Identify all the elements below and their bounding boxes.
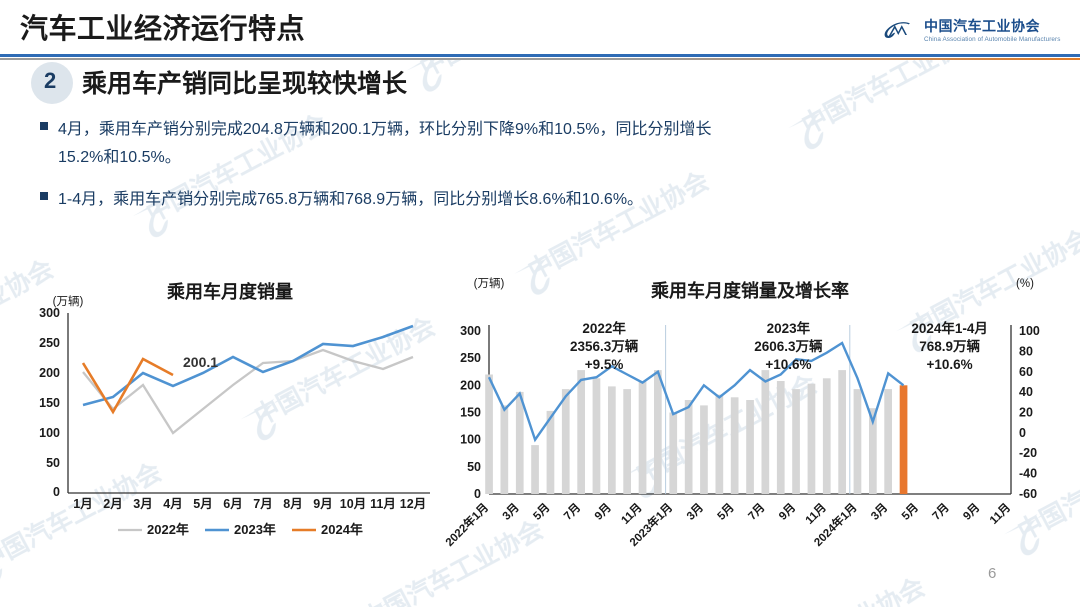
svg-text:2023年: 2023年 [234, 522, 276, 537]
svg-text:200.1: 200.1 [183, 354, 218, 370]
svg-text:6月: 6月 [223, 497, 242, 511]
svg-text:50: 50 [46, 456, 60, 470]
svg-text:40: 40 [1019, 385, 1033, 399]
svg-text:20: 20 [1019, 406, 1033, 420]
svg-text:3月: 3月 [684, 501, 706, 523]
svg-text:2024年1-4月: 2024年1-4月 [911, 320, 988, 336]
svg-text:80: 80 [1019, 344, 1033, 358]
svg-text:9月: 9月 [592, 501, 614, 523]
svg-text:5月: 5月 [899, 501, 921, 523]
svg-text:50: 50 [467, 460, 481, 474]
svg-text:乘用车月度销量及增长率: 乘用车月度销量及增长率 [650, 280, 849, 301]
svg-text:100: 100 [1019, 324, 1040, 338]
svg-text:+9.5%: +9.5% [585, 357, 624, 372]
svg-text:100: 100 [460, 433, 481, 447]
svg-text:12月: 12月 [400, 497, 426, 511]
svg-text:2356.3万辆: 2356.3万辆 [570, 338, 639, 354]
svg-text:4月: 4月 [163, 497, 182, 511]
svg-text:-40: -40 [1019, 467, 1037, 481]
svg-text:0: 0 [1019, 426, 1026, 440]
svg-text:7月: 7月 [561, 501, 583, 523]
svg-text:9月: 9月 [313, 497, 332, 511]
svg-text:(%): (%) [1016, 278, 1034, 290]
svg-text:768.9万辆: 768.9万辆 [919, 338, 980, 354]
svg-text:2022年: 2022年 [147, 522, 189, 537]
svg-text:200: 200 [39, 366, 60, 380]
svg-text:-60: -60 [1019, 487, 1037, 501]
svg-text:8月: 8月 [283, 497, 302, 511]
svg-text:150: 150 [39, 396, 60, 410]
svg-text:5月: 5月 [715, 501, 737, 523]
svg-text:3月: 3月 [133, 497, 152, 511]
svg-text:2023年: 2023年 [767, 320, 811, 336]
svg-text:2606.3万辆: 2606.3万辆 [754, 338, 823, 354]
svg-text:7月: 7月 [746, 501, 768, 523]
svg-text:5月: 5月 [531, 501, 553, 523]
svg-text:0: 0 [474, 487, 481, 501]
svg-text:10月: 10月 [340, 497, 366, 511]
svg-text:2022年1月: 2022年1月 [442, 500, 491, 549]
svg-text:(万辆): (万辆) [474, 276, 505, 290]
svg-text:3月: 3月 [868, 501, 890, 523]
svg-text:200: 200 [460, 378, 481, 392]
svg-text:11月: 11月 [987, 501, 1013, 527]
svg-text:11月: 11月 [370, 497, 396, 511]
svg-text:9月: 9月 [961, 501, 983, 523]
svg-text:5月: 5月 [193, 497, 212, 511]
svg-text:2022年: 2022年 [582, 320, 626, 336]
svg-text:乘用车月度销量: 乘用车月度销量 [166, 281, 293, 302]
svg-text:9月: 9月 [776, 501, 798, 523]
svg-text:300: 300 [460, 324, 481, 338]
svg-text:300: 300 [39, 306, 60, 320]
svg-text:250: 250 [39, 336, 60, 350]
svg-text:7月: 7月 [930, 501, 952, 523]
svg-text:+10.6%: +10.6% [927, 357, 973, 372]
svg-text:250: 250 [460, 351, 481, 365]
svg-text:2024年: 2024年 [321, 522, 363, 537]
svg-text:1月: 1月 [73, 497, 92, 511]
svg-text:150: 150 [460, 406, 481, 420]
svg-text:0: 0 [53, 485, 60, 499]
svg-text:100: 100 [39, 426, 60, 440]
svg-text:+10.6%: +10.6% [765, 357, 811, 372]
svg-text:3月: 3月 [500, 501, 522, 523]
svg-text:-20: -20 [1019, 446, 1037, 460]
svg-text:11月: 11月 [803, 501, 829, 527]
svg-text:2月: 2月 [103, 497, 122, 511]
svg-text:60: 60 [1019, 365, 1033, 379]
svg-text:7月: 7月 [253, 497, 272, 511]
svg-text:11月: 11月 [619, 501, 645, 527]
